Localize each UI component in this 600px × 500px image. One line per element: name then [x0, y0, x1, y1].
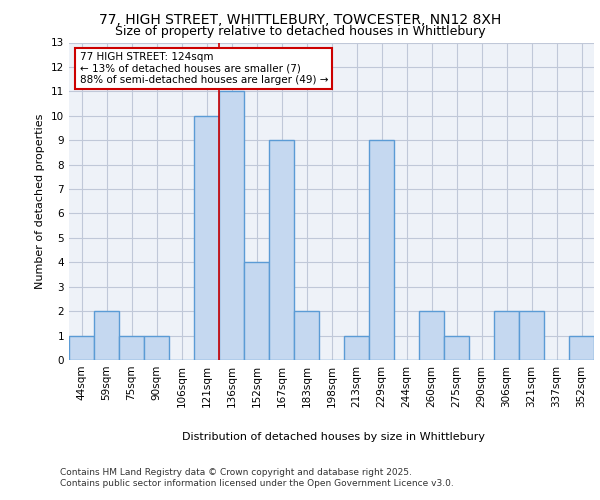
Bar: [244, 262, 269, 360]
Bar: [119, 336, 144, 360]
Bar: [369, 140, 394, 360]
Bar: [569, 336, 594, 360]
Bar: [494, 311, 519, 360]
Text: Contains HM Land Registry data © Crown copyright and database right 2025.
Contai: Contains HM Land Registry data © Crown c…: [60, 468, 454, 487]
Bar: [344, 336, 369, 360]
Text: Distribution of detached houses by size in Whittlebury: Distribution of detached houses by size …: [182, 432, 485, 442]
Bar: [69, 336, 94, 360]
Text: Size of property relative to detached houses in Whittlebury: Size of property relative to detached ho…: [115, 25, 485, 38]
Bar: [419, 311, 444, 360]
Bar: [144, 336, 169, 360]
Bar: [269, 140, 294, 360]
Bar: [294, 311, 319, 360]
Text: 77 HIGH STREET: 124sqm
← 13% of detached houses are smaller (7)
88% of semi-deta: 77 HIGH STREET: 124sqm ← 13% of detached…: [79, 52, 328, 85]
Bar: [519, 311, 544, 360]
Bar: [219, 92, 244, 360]
Bar: [94, 311, 119, 360]
Text: 77, HIGH STREET, WHITTLEBURY, TOWCESTER, NN12 8XH: 77, HIGH STREET, WHITTLEBURY, TOWCESTER,…: [99, 12, 501, 26]
Bar: [444, 336, 469, 360]
Y-axis label: Number of detached properties: Number of detached properties: [35, 114, 46, 289]
Bar: [194, 116, 219, 360]
